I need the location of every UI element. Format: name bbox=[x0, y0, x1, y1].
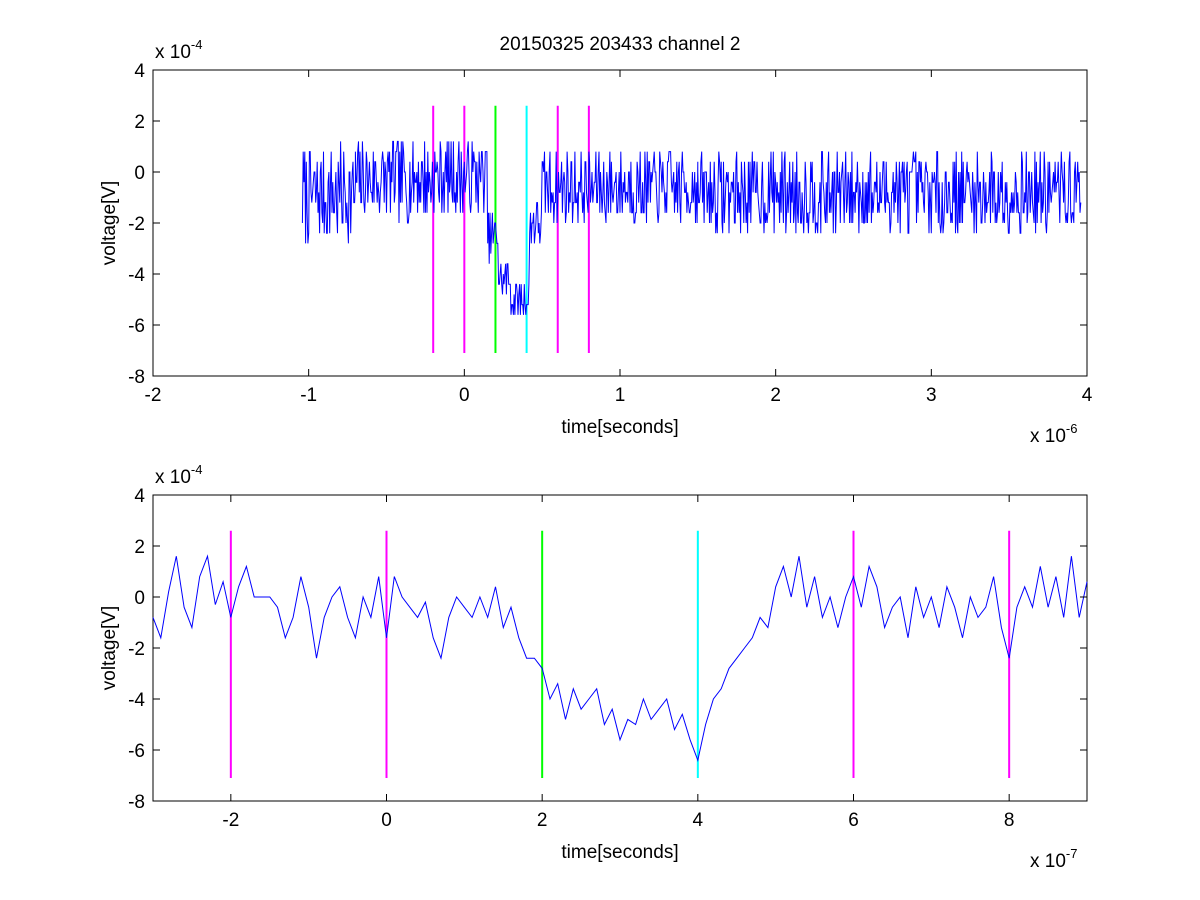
bottom-plot-markers bbox=[229, 530, 1011, 779]
y-tick-label: -4 bbox=[128, 265, 145, 286]
bottom-plot-y-multiplier: x 10-4 bbox=[155, 462, 202, 488]
top-plot-xlabel: time[seconds] bbox=[561, 417, 678, 438]
signal-line bbox=[152, 554, 1088, 762]
x-tick-label: 2 bbox=[537, 810, 548, 831]
top-plot-markers bbox=[432, 105, 590, 354]
y-tick-label: 4 bbox=[134, 486, 145, 507]
y-tick-label: -4 bbox=[128, 690, 145, 711]
x-tick-label: -1 bbox=[300, 385, 317, 406]
y-tick-label: -8 bbox=[128, 367, 145, 388]
top-plot-ylabel: voltage[V] bbox=[99, 181, 120, 266]
x-tick-label: 3 bbox=[926, 385, 937, 406]
bottom-plot-ticks: -2 0 2 4 6 8 4 2 0 -2 -4 -6 -8 bbox=[128, 486, 1087, 831]
bottom-plot: -2 0 2 4 6 8 4 2 0 -2 -4 -6 -8 time[seconds] voltage… bbox=[99, 462, 1088, 872]
x-tick-label: 1 bbox=[615, 385, 626, 406]
bottom-plot-frame bbox=[152, 494, 1088, 802]
y-tick-label: 0 bbox=[134, 163, 145, 184]
x-tick-label: -2 bbox=[145, 385, 162, 406]
x-tick-label: 0 bbox=[459, 385, 470, 406]
top-plot-series bbox=[301, 140, 1082, 315]
y-tick-label: -6 bbox=[128, 316, 145, 337]
top-plot-x-multiplier: x 10-6 bbox=[1030, 421, 1077, 447]
y-tick-label: 4 bbox=[134, 61, 145, 82]
bottom-plot-x-multiplier: x 10-7 bbox=[1030, 846, 1077, 872]
bottom-plot-xlabel: time[seconds] bbox=[561, 842, 678, 863]
y-tick-label: -2 bbox=[128, 214, 145, 235]
top-plot: -2 -1 0 1 2 3 4 4 2 0 -2 -4 -6 -8 time[seconds] volta… bbox=[99, 37, 1093, 447]
bottom-plot-series bbox=[152, 554, 1088, 762]
bottom-plot-ylabel: voltage[V] bbox=[99, 606, 120, 691]
y-tick-label: 0 bbox=[134, 588, 145, 609]
top-plot-ticks: -2 -1 0 1 2 3 4 4 2 0 -2 -4 -6 -8 bbox=[128, 61, 1093, 406]
x-tick-label: 6 bbox=[848, 810, 859, 831]
x-tick-label: 4 bbox=[693, 810, 704, 831]
figure-title: 20150325 203433 channel 2 bbox=[500, 34, 741, 55]
x-tick-label: 2 bbox=[770, 385, 781, 406]
y-tick-label: -2 bbox=[128, 639, 145, 660]
x-tick-label: -2 bbox=[222, 810, 239, 831]
y-tick-label: 2 bbox=[134, 537, 145, 558]
x-tick-label: 8 bbox=[1004, 810, 1015, 831]
top-plot-y-multiplier: x 10-4 bbox=[155, 37, 202, 63]
y-tick-label: -6 bbox=[128, 741, 145, 762]
x-tick-label: 0 bbox=[381, 810, 392, 831]
y-tick-label: -8 bbox=[128, 792, 145, 813]
top-plot-frame bbox=[152, 69, 1088, 377]
y-tick-label: 2 bbox=[134, 112, 145, 133]
signal-line bbox=[301, 140, 1082, 315]
x-tick-label: 4 bbox=[1082, 385, 1093, 406]
